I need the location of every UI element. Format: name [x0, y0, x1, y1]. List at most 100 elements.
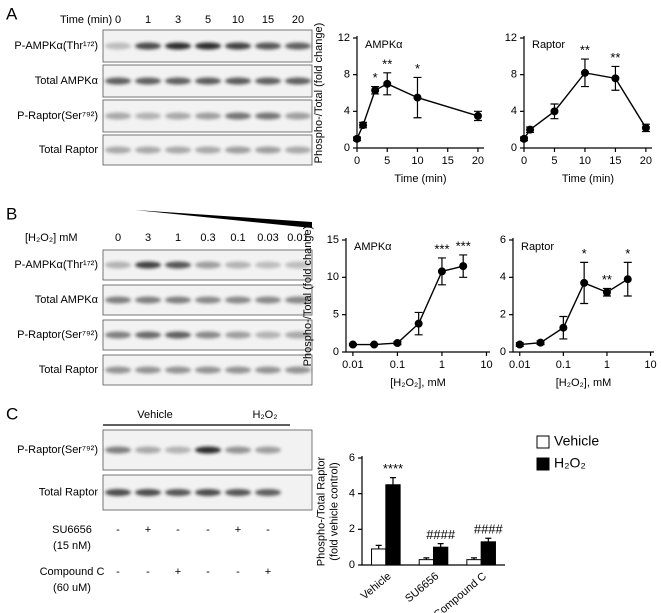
- band: [165, 331, 191, 339]
- point: [623, 275, 632, 284]
- y-tick-label: 15: [327, 234, 339, 246]
- y-tick-label: 8: [511, 69, 517, 81]
- point: [602, 288, 611, 297]
- band: [165, 296, 191, 304]
- lane-label: 0.3: [200, 232, 215, 244]
- lane-header: Time (min): [60, 14, 112, 26]
- point: [353, 134, 361, 143]
- treatment-mark: -: [206, 566, 210, 578]
- bar: [433, 546, 449, 566]
- row-label: P-AMPKα(Thr¹⁷²): [14, 40, 98, 52]
- x-tick-label: 20: [472, 155, 484, 167]
- band: [105, 146, 131, 154]
- band: [105, 112, 131, 120]
- band: [255, 446, 281, 454]
- lane-label: 1: [175, 232, 181, 244]
- y-tick-label: 4: [344, 105, 350, 117]
- point: [414, 319, 423, 328]
- point: [526, 125, 535, 134]
- dose-wedge: [135, 210, 312, 228]
- lane-label: 0.03: [257, 232, 278, 244]
- x-axis-label: Time (min): [562, 173, 614, 185]
- treatment-mark: -: [236, 566, 240, 578]
- band: [135, 489, 161, 496]
- band: [105, 42, 131, 50]
- point: [580, 68, 589, 77]
- treatment-mark: +: [145, 524, 151, 536]
- band: [165, 489, 191, 496]
- significance: ****: [383, 461, 403, 476]
- group-label: Vehicle: [137, 409, 172, 421]
- band: [135, 112, 161, 120]
- x-tick-label: 0.1: [390, 359, 405, 371]
- point: [413, 93, 422, 102]
- band: [135, 146, 161, 154]
- legend-label: Vehicle: [554, 433, 599, 449]
- band: [255, 112, 281, 120]
- x-tick-label: Compound C: [432, 570, 489, 613]
- lane-label: 20: [292, 14, 304, 26]
- y-tick-label: 4: [349, 488, 355, 500]
- band: [135, 446, 161, 454]
- band: [285, 331, 311, 339]
- bar: [480, 541, 496, 566]
- band: [105, 366, 131, 374]
- band: [255, 42, 281, 50]
- band: [195, 42, 221, 50]
- significance: **: [382, 56, 392, 71]
- row-label: Total AMPKα: [35, 75, 99, 87]
- panel-label: C: [6, 404, 18, 423]
- x-tick-label: SU6656: [403, 570, 441, 605]
- band: [285, 112, 311, 120]
- band: [225, 77, 251, 85]
- lane-header: [H₂O₂] mM: [25, 232, 78, 244]
- treatment-mark: -: [116, 566, 120, 578]
- band: [225, 331, 251, 339]
- row-label: P-AMPKα(Thr¹⁷²): [14, 259, 98, 271]
- band: [135, 366, 161, 374]
- treatment-mark: -: [146, 566, 150, 578]
- x-tick-label: 1: [439, 359, 445, 371]
- significance: *: [625, 246, 630, 261]
- treatment-mark: +: [265, 566, 271, 578]
- band: [255, 261, 281, 269]
- point: [437, 267, 446, 276]
- band: [255, 77, 281, 85]
- band: [195, 331, 221, 339]
- band: [285, 42, 311, 50]
- band: [255, 366, 281, 374]
- y-axis-label: (fold vehicle control): [328, 462, 340, 560]
- point: [393, 339, 402, 348]
- lane-label: 3: [145, 232, 151, 244]
- treatment-mark: -: [266, 524, 270, 536]
- line: [519, 278, 629, 346]
- x-tick-label: 5: [384, 155, 390, 167]
- band: [105, 331, 131, 339]
- significance: **: [580, 43, 590, 58]
- bar: [466, 559, 482, 566]
- lane-label: 1: [145, 14, 151, 26]
- x-tick-label: 10: [579, 155, 591, 167]
- treatment-mark: +: [175, 566, 181, 578]
- x-tick-label: 0.01: [342, 359, 363, 371]
- significance: *: [415, 61, 420, 76]
- significance: **: [602, 272, 612, 287]
- y-tick-label: 12: [338, 32, 350, 44]
- y-axis-label: Phospho-/Total (fold change): [302, 226, 314, 367]
- row-label: P-Raptor(Ser⁷⁹²): [17, 444, 98, 456]
- x-axis-label: Time (min): [394, 173, 446, 185]
- row-label: Total Raptor: [39, 364, 99, 376]
- band: [225, 146, 251, 154]
- band: [135, 331, 161, 339]
- panel-label: B: [6, 204, 17, 223]
- treatment-mark: -: [116, 524, 120, 536]
- chart-title: Raptor: [532, 39, 565, 51]
- x-tick-label: 0: [521, 155, 527, 167]
- x-tick-label: 10: [480, 359, 492, 371]
- band: [225, 366, 251, 374]
- x-tick-label: 10: [411, 155, 423, 167]
- band: [165, 112, 191, 120]
- band: [285, 366, 311, 374]
- band: [105, 296, 131, 304]
